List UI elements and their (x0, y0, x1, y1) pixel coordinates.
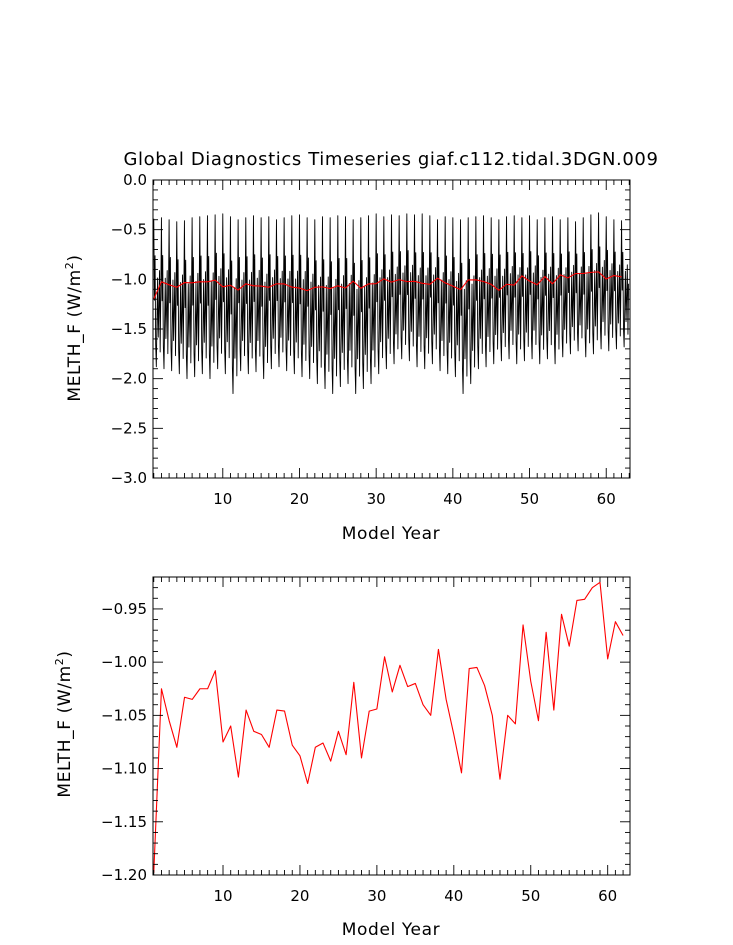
annual-mean-series-line (153, 581, 624, 873)
x-tick-label: 10 (213, 887, 232, 905)
annual-mean-series-line (153, 271, 622, 300)
x-tick-label: 40 (444, 887, 463, 905)
chart-title: Global Diagnostics Timeseries giaf.c112.… (123, 149, 658, 170)
y-tick-label: −1.00 (101, 653, 147, 671)
x-tick-label: 50 (521, 887, 540, 905)
y-tick-label: −1.5 (111, 320, 147, 338)
top-xlabel: Model Year (342, 524, 440, 544)
y-tick-label: −1.15 (101, 813, 147, 831)
top-panel: 10 20 30 40 50 60 0.0 −0.5 −1.0 −1.5 −2.0 −2.5 −3.0 (111, 171, 631, 508)
bottom-xlabel: Model Year (342, 920, 440, 940)
bottom-ylabel-close: ) (55, 650, 75, 657)
x-tick-label: 60 (598, 887, 617, 905)
x-tick-label: 50 (520, 490, 539, 508)
y-tick-label: −3.0 (111, 469, 147, 487)
y-tick-label: −1.10 (101, 760, 147, 778)
x-tick-label: 40 (443, 490, 462, 508)
top-ylabel-sup: 2 (63, 262, 76, 270)
x-tick-label: 30 (367, 887, 386, 905)
x-tick-label: 20 (290, 490, 309, 508)
x-tick-label: 60 (597, 490, 616, 508)
top-ylabel-main: MELTH_F (W/m (65, 269, 85, 401)
monthly-series-line (153, 212, 630, 395)
y-tick-label: −1.20 (101, 866, 147, 884)
y-tick-label: −1.0 (111, 270, 147, 288)
y-tick-label: 0.0 (123, 171, 147, 189)
x-tick-label: 30 (367, 490, 386, 508)
y-tick-label: −0.5 (111, 221, 147, 239)
top-ylabel-close: ) (65, 254, 85, 261)
y-tick-label: −2.5 (111, 419, 147, 437)
y-tick-label: −2.0 (111, 370, 147, 388)
x-tick-label: 20 (290, 887, 309, 905)
x-tick-label: 10 (213, 490, 232, 508)
y-tick-label: −0.95 (101, 600, 147, 618)
svg-text:MELTH_F (W/m2): MELTH_F (W/m2) (53, 650, 75, 797)
top-ylabel: MELTH_F (W/m2) (63, 254, 85, 401)
plot-frame (152, 576, 631, 876)
bottom-ylabel: MELTH_F (W/m2) (53, 650, 75, 797)
bottom-panel: 10 20 30 40 50 60 −0.95 −1.00 −1.05 −1.10 −1.15 −1.… (101, 576, 631, 905)
svg-text:MELTH_F (W/m2): MELTH_F (W/m2) (63, 254, 85, 401)
bottom-ylabel-sup: 2 (53, 658, 66, 666)
y-tick-label: −1.05 (101, 706, 147, 724)
bottom-ylabel-main: MELTH_F (W/m (55, 665, 75, 797)
